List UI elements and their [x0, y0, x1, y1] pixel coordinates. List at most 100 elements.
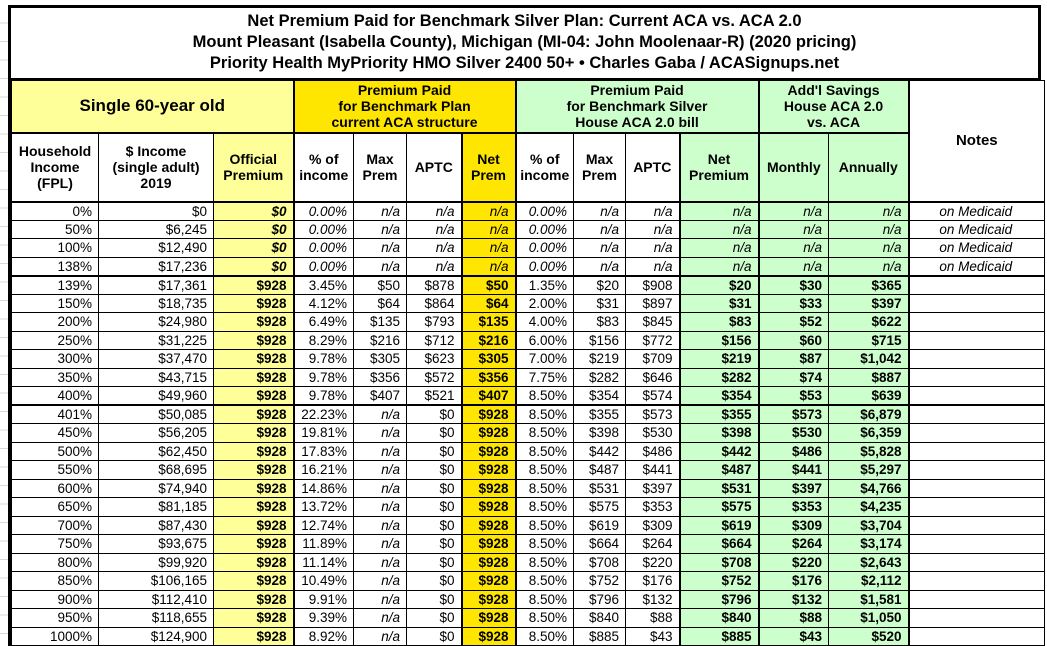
cell-aca20-pct-income: 1.35% — [514, 275, 574, 295]
cell-note — [907, 497, 1046, 517]
cell-fpl: 150% — [11, 293, 99, 313]
cell-aca-pct-income: 11.14% — [292, 552, 354, 572]
cell-savings-annually: $3,704 — [828, 515, 910, 535]
cell-income: $56,205 — [98, 423, 214, 443]
cell-aca20-max-prem: $487 — [573, 460, 626, 480]
cell-aca-aptc: n/a — [406, 219, 462, 239]
cell-aca20-max-prem: $31 — [573, 293, 626, 313]
cell-savings-monthly: n/a — [757, 219, 830, 239]
cell-aca20-pct-income: 8.50% — [514, 386, 574, 406]
cell-official-premium: $0 — [213, 256, 294, 277]
cell-aca20-pct-income: 8.50% — [514, 497, 574, 517]
cell-official-premium: $928 — [213, 534, 294, 554]
cell-aca20-aptc: $908 — [625, 275, 680, 295]
cell-savings-annually: $3,174 — [828, 534, 910, 554]
cell-note — [907, 404, 1046, 424]
cell-aca-max-prem: $50 — [353, 275, 407, 295]
cell-aca-aptc: $0 — [406, 423, 462, 443]
cell-aca20-max-prem: $708 — [573, 552, 626, 572]
cell-income: $17,361 — [98, 275, 214, 295]
group-header-subject: Single 60-year old — [11, 80, 294, 134]
cell-aca20-net-premium: n/a — [678, 238, 760, 258]
cell-aca-pct-income: 9.39% — [292, 608, 354, 628]
cell-aca-pct-income: 9.78% — [292, 367, 354, 387]
cell-aca20-max-prem: $398 — [573, 423, 626, 443]
cell-official-premium: $928 — [213, 552, 294, 572]
cell-aca-net-prem: $928 — [460, 608, 516, 628]
cell-aca20-pct-income: 8.50% — [514, 515, 574, 535]
cell-aca20-net-premium: n/a — [678, 201, 760, 221]
cell-official-premium: $928 — [213, 515, 294, 535]
cell-aca20-max-prem: $219 — [573, 349, 626, 369]
cell-aca-aptc: $0 — [406, 441, 462, 461]
cell-aca20-aptc: $441 — [625, 460, 680, 480]
cell-aca-net-prem: $928 — [460, 460, 516, 480]
cell-note — [907, 460, 1046, 480]
cell-note — [907, 552, 1046, 572]
cell-aca-net-prem: $928 — [460, 571, 516, 591]
column-header-aca20-aptc: APTC — [625, 132, 680, 203]
cell-aca-aptc: $0 — [406, 404, 462, 424]
cell-aca20-aptc: $897 — [625, 293, 680, 313]
cell-aca20-max-prem: $619 — [573, 515, 626, 535]
cell-aca-pct-income: 9.91% — [292, 589, 354, 609]
cell-savings-monthly: n/a — [757, 201, 830, 221]
cell-aca20-pct-income: 0.00% — [514, 219, 574, 239]
cell-aca-aptc: $0 — [406, 478, 462, 498]
cell-savings-annually: $4,766 — [828, 478, 910, 498]
cell-aca-net-prem: $928 — [460, 441, 516, 461]
table-row: 600% $74,940 $928 14.86% n/a $0 $928 8.5… — [11, 478, 1046, 498]
cell-aca20-net-premium: $219 — [678, 349, 760, 369]
title-line-1: Net Premium Paid for Benchmark Silver Pl… — [247, 12, 802, 30]
cell-aca-max-prem: $135 — [353, 312, 407, 332]
cell-official-premium: $928 — [213, 423, 294, 443]
cell-income: $62,450 — [98, 441, 214, 461]
cell-aca-net-prem: n/a — [460, 256, 516, 277]
cell-aca-aptc: $0 — [406, 571, 462, 591]
cell-savings-monthly: $87 — [757, 349, 830, 369]
cell-aca-max-prem: n/a — [353, 552, 407, 572]
table-row: 250% $31,225 $928 8.29% $216 $712 $216 6… — [11, 330, 1046, 350]
table-row: 950% $118,655 $928 9.39% n/a $0 $928 8.5… — [11, 608, 1046, 628]
cell-aca-pct-income: 0.00% — [292, 201, 354, 221]
cell-aca-max-prem: n/a — [353, 441, 407, 461]
cell-income: $43,715 — [98, 367, 214, 387]
cell-fpl: 250% — [11, 330, 99, 350]
cell-aca20-net-premium: $355 — [678, 404, 760, 424]
column-header-aca-aptc: APTC — [406, 132, 462, 203]
cell-aca20-pct-income: 2.00% — [514, 293, 574, 313]
premium-table: Single 60-year old Premium Paid for Benc… — [11, 80, 1046, 646]
title-line-3: Priority Health MyPriority HMO Silver 24… — [209, 54, 840, 72]
cell-aca-pct-income: 10.49% — [292, 571, 354, 591]
cell-aca20-aptc: $772 — [625, 330, 680, 350]
column-header-savings-annually: Annually — [828, 132, 910, 203]
cell-aca20-max-prem: $575 — [573, 497, 626, 517]
cell-aca20-pct-income: 0.00% — [514, 256, 574, 277]
cell-aca20-aptc: n/a — [625, 201, 680, 221]
cell-savings-annually: $5,297 — [828, 460, 910, 480]
cell-aca-aptc: $0 — [406, 552, 462, 572]
table-row: 350% $43,715 $928 9.78% $356 $572 $356 7… — [11, 367, 1046, 387]
cell-income: $81,185 — [98, 497, 214, 517]
cell-aca-net-prem: $928 — [460, 515, 516, 535]
column-header-aca20-net-premium: Net Premium — [678, 132, 760, 203]
cell-income: $6,245 — [98, 219, 214, 239]
cell-aca20-aptc: $574 — [625, 386, 680, 406]
cell-income: $124,900 — [98, 626, 214, 646]
cell-aca-pct-income: 16.21% — [292, 460, 354, 480]
cell-aca-max-prem: n/a — [353, 423, 407, 443]
cell-aca20-max-prem: $20 — [573, 275, 626, 295]
cell-fpl: 0% — [11, 201, 99, 221]
cell-aca-net-prem: $356 — [460, 367, 516, 387]
cell-aca-pct-income: 0.00% — [292, 238, 354, 258]
cell-aca-max-prem: n/a — [353, 515, 407, 535]
cell-fpl: 300% — [11, 349, 99, 369]
cell-fpl: 700% — [11, 515, 99, 535]
cell-aca-max-prem: n/a — [353, 571, 407, 591]
cell-aca-aptc: $712 — [406, 330, 462, 350]
cell-aca20-net-premium: $487 — [678, 460, 760, 480]
cell-aca20-net-premium: $619 — [678, 515, 760, 535]
table-row: 401% $50,085 $928 22.23% n/a $0 $928 8.5… — [11, 404, 1046, 424]
cell-savings-monthly: $43 — [757, 626, 830, 646]
cell-aca-pct-income: 14.86% — [292, 478, 354, 498]
